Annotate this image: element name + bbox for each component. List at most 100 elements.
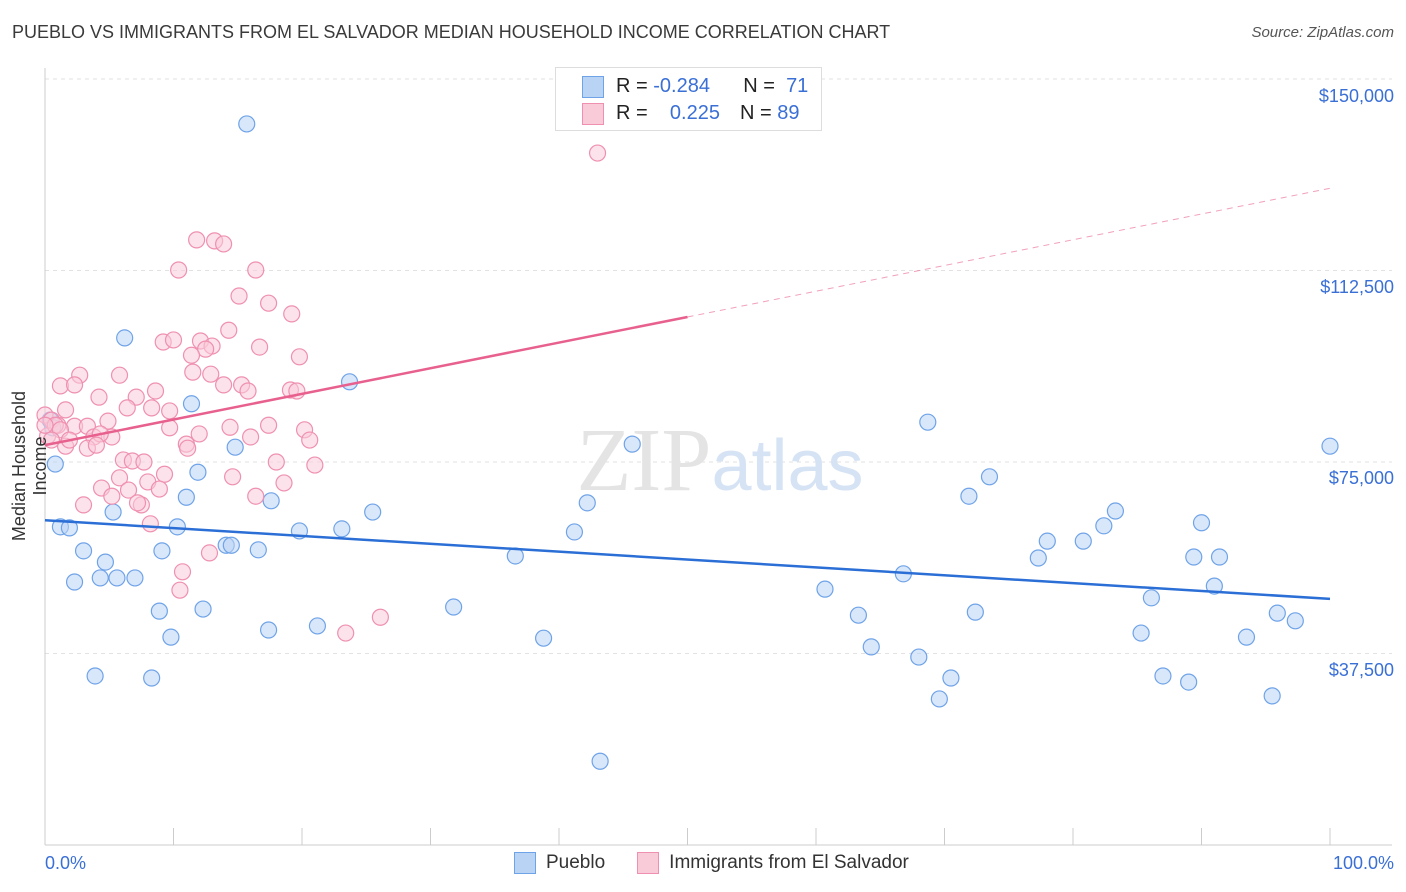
pueblo-point — [153, 542, 171, 560]
pueblo-point — [1286, 612, 1304, 630]
x-tick-label: 100.0% — [1332, 853, 1394, 873]
salvador-point — [141, 515, 159, 533]
salvador-point — [65, 376, 84, 394]
salvador-point — [290, 348, 309, 366]
pueblo-point — [162, 628, 180, 646]
salvador-point — [182, 346, 201, 364]
pueblo-point — [86, 667, 104, 685]
pueblo-point — [308, 617, 327, 635]
salvador-point — [242, 428, 260, 446]
salvador-point — [221, 418, 239, 436]
pueblo-point — [194, 600, 212, 618]
pueblo-point — [1106, 502, 1125, 520]
salvador-point — [247, 261, 265, 279]
salvador-trendline-extension — [687, 187, 1331, 318]
salvador-point — [119, 481, 138, 499]
pueblo-point — [1142, 589, 1160, 607]
salvador-point — [283, 305, 301, 323]
stats-legend: R = -0.284 N = 71 R = 0.225 N = 89 — [555, 67, 822, 131]
salvador-point — [143, 399, 161, 417]
pueblo-point — [189, 463, 207, 481]
r-value: -0.284 — [653, 75, 710, 97]
pueblo-point — [150, 602, 168, 620]
pueblo-trendline — [44, 518, 1331, 601]
r-label: R = — [616, 75, 648, 97]
pueblo-point — [862, 638, 880, 656]
pueblo-point — [238, 115, 256, 133]
salvador-point — [250, 338, 269, 356]
y-tick-label: $150,000 — [1318, 86, 1394, 106]
salvador-point — [259, 416, 278, 434]
salvador-trendline — [44, 315, 688, 447]
pueblo-point — [930, 690, 948, 708]
pueblo-point — [534, 629, 553, 647]
pueblo-point — [910, 648, 928, 666]
salvador-point — [87, 436, 106, 454]
salvador-point — [74, 496, 93, 514]
salvador-point — [301, 431, 319, 449]
pueblo-point — [1268, 604, 1286, 622]
salvador-point — [171, 581, 189, 599]
pueblo-point — [445, 598, 463, 616]
pueblo-point — [182, 395, 201, 413]
pueblo-point — [849, 606, 868, 624]
salvador-point — [110, 469, 129, 487]
pueblo-point — [1210, 548, 1229, 566]
pueblo-point — [1154, 667, 1172, 685]
salvador-point — [164, 331, 183, 349]
pueblo-point — [919, 413, 937, 431]
pueblo-point — [1095, 517, 1113, 535]
legend-row-pueblo: R = -0.284 N = 71 — [582, 75, 808, 98]
salvador-point — [588, 144, 607, 162]
pueblo-point — [259, 621, 278, 639]
salvador-point — [197, 340, 215, 358]
pueblo-point — [816, 580, 834, 598]
pueblo-point — [1029, 549, 1047, 567]
y-axis-title: Median Household Income — [9, 390, 50, 542]
x-tick-label: 0.0% — [45, 853, 87, 873]
salvador-point — [155, 465, 174, 483]
salvador-point — [230, 287, 248, 305]
salvador-swatch — [582, 102, 604, 125]
y-tick-label: $112,500 — [1320, 277, 1394, 297]
pueblo-point — [1132, 624, 1150, 642]
y-tick-label: $37,500 — [1328, 660, 1394, 680]
pueblo-point — [333, 520, 351, 538]
pueblo-point — [46, 455, 64, 473]
pueblo-point — [226, 438, 244, 456]
pueblo-point — [222, 536, 240, 554]
pueblo-point — [960, 487, 978, 505]
pueblo-point — [262, 492, 280, 510]
salvador-point — [56, 401, 75, 419]
salvador-point — [215, 376, 233, 394]
salvador-point — [170, 261, 188, 279]
salvador-point — [371, 608, 389, 626]
pueblo-point — [942, 669, 960, 687]
pueblo-swatch — [514, 852, 536, 874]
salvador-point — [239, 382, 257, 400]
pueblo-point — [96, 553, 114, 571]
pueblo-point — [108, 569, 126, 587]
salvador-point — [118, 399, 136, 417]
pueblo-point — [143, 669, 161, 687]
pueblo-point — [623, 435, 641, 453]
pueblo-point — [116, 329, 134, 347]
salvador-point — [135, 453, 153, 471]
pueblo-point — [104, 503, 122, 521]
salvador-point — [103, 487, 121, 505]
legend-label-pueblo: Pueblo — [546, 852, 606, 873]
pueblo-point — [91, 569, 109, 587]
pueblo-point — [60, 519, 79, 537]
pueblo-point — [1074, 532, 1092, 550]
salvador-point — [184, 363, 202, 381]
n-value: 71 — [786, 75, 809, 97]
pueblo-point — [1038, 532, 1056, 550]
pueblo-point — [340, 373, 359, 391]
legend-row-salvador: R = 0.225 N = 89 — [582, 102, 799, 125]
salvador-point — [188, 231, 206, 249]
pueblo-point — [65, 573, 84, 591]
legend-label-salvador: Immigrants from El Salvador — [669, 852, 909, 873]
pueblo-point — [980, 468, 999, 486]
